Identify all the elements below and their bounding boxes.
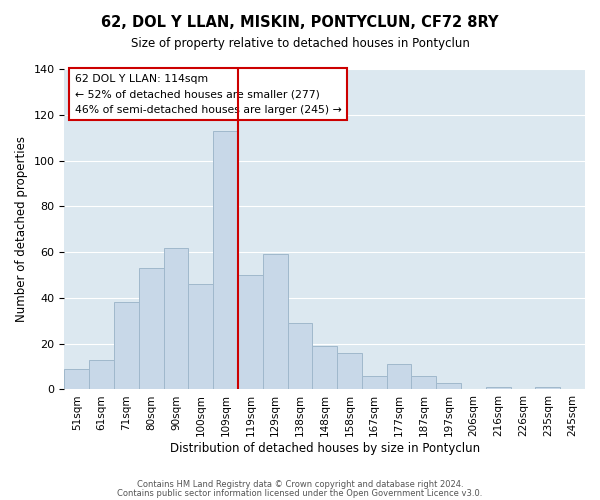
Bar [436,382,461,390]
Bar [139,268,164,390]
Bar [386,364,412,390]
Bar [164,248,188,390]
Text: Contains HM Land Registry data © Crown copyright and database right 2024.: Contains HM Land Registry data © Crown c… [137,480,463,489]
Text: Size of property relative to detached houses in Pontyclun: Size of property relative to detached ho… [131,38,469,51]
Bar [188,284,213,390]
Bar [238,275,263,390]
X-axis label: Distribution of detached houses by size in Pontyclun: Distribution of detached houses by size … [170,442,480,455]
Bar [64,369,89,390]
Bar [263,254,287,390]
Bar [313,346,337,390]
Bar [486,387,511,390]
Bar [337,353,362,390]
Y-axis label: Number of detached properties: Number of detached properties [15,136,28,322]
Text: 62, DOL Y LLAN, MISKIN, PONTYCLUN, CF72 8RY: 62, DOL Y LLAN, MISKIN, PONTYCLUN, CF72 … [101,15,499,30]
Bar [362,376,386,390]
Bar [535,387,560,390]
Bar [287,323,313,390]
Text: 62 DOL Y LLAN: 114sqm
← 52% of detached houses are smaller (277)
46% of semi-det: 62 DOL Y LLAN: 114sqm ← 52% of detached … [75,74,341,115]
Bar [213,131,238,390]
Bar [412,376,436,390]
Text: Contains public sector information licensed under the Open Government Licence v3: Contains public sector information licen… [118,488,482,498]
Bar [89,360,114,390]
Bar [114,302,139,390]
